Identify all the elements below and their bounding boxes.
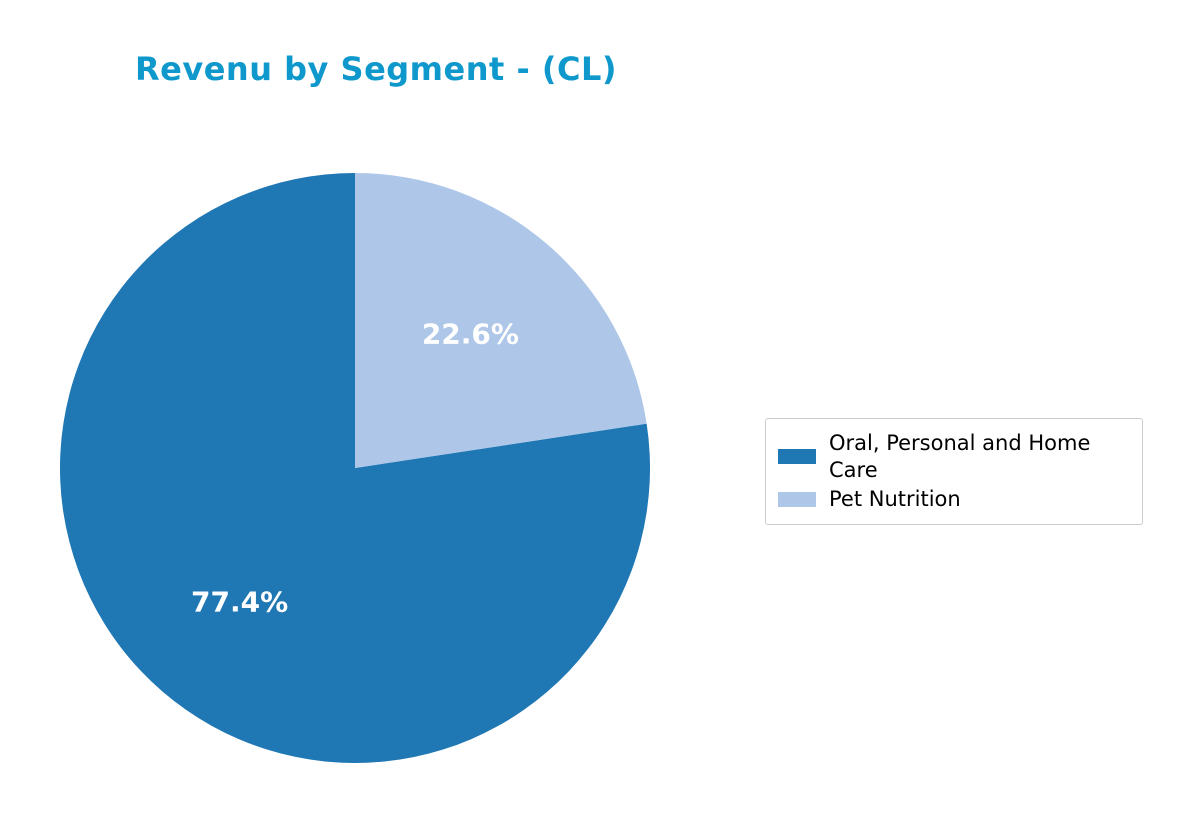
pie-slice-pct-label: 22.6%	[422, 317, 519, 350]
pie-chart-area: 77.4% 22.6%	[58, 171, 652, 765]
legend: Oral, Personal and Home Care Pet Nutriti…	[765, 418, 1143, 525]
pie-chart: 77.4% 22.6%	[59, 173, 650, 763]
legend-label: Pet Nutrition	[829, 486, 961, 511]
pie-slice-0	[59, 173, 650, 763]
pie-slice-1	[355, 173, 647, 468]
legend-item: Pet Nutrition	[778, 486, 1130, 513]
pie-slice-pct-label: 77.4%	[191, 586, 288, 619]
legend-swatch-icon	[778, 449, 816, 465]
legend-item: Oral, Personal and Home Care	[778, 430, 1130, 484]
legend-swatch-icon	[778, 491, 816, 507]
chart-title: Revenu by Segment - (CL)	[135, 50, 617, 88]
legend-label: Oral, Personal and Home Care	[829, 431, 1091, 482]
